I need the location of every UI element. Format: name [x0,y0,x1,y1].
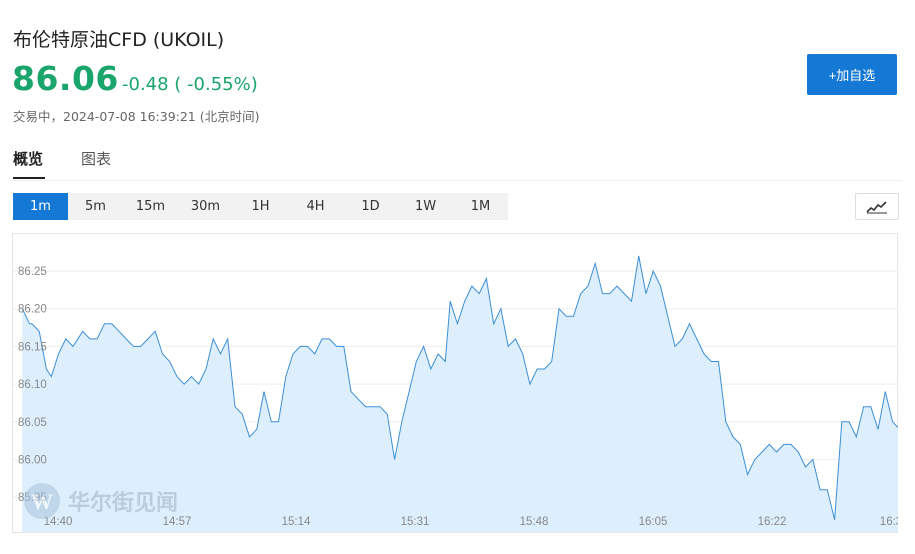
price-area [22,255,898,532]
line-chart-icon [866,200,887,213]
x-tick-label: 15:31 [401,516,430,528]
period-1mo[interactable]: 1M [470,199,491,214]
period-1m[interactable]: 1m [13,193,68,220]
period-5m[interactable]: 5m [85,199,106,214]
y-tick-label: 86.05 [18,417,47,429]
price-chart[interactable]: 86.2586.2086.1586.1086.0586.0085.9514:40… [12,233,898,533]
period-1d[interactable]: 1D [361,199,380,214]
x-tick-label: 16:3 [880,516,898,528]
x-tick-label: 15:48 [520,516,549,528]
y-tick-label: 86.20 [18,304,47,316]
tab-bar: 概览 图表 [13,148,149,179]
y-tick-label: 86.25 [18,266,47,278]
x-tick-label: 16:22 [758,516,787,528]
instrument-title: 布伦特原油CFD (UKOIL) [13,29,225,51]
active-tab-indicator [13,177,45,179]
add-watchlist-button[interactable]: +加自选 [807,54,897,95]
chart-type-button[interactable] [855,193,899,220]
period-30m[interactable]: 30m [190,199,221,214]
price-change: -0.48 ( -0.55%) [122,74,258,95]
period-1w[interactable]: 1W [414,199,437,214]
current-price: 86.06 [12,59,119,98]
period-15m[interactable]: 15m [135,199,166,214]
y-tick-label: 86.15 [18,341,47,353]
tab-divider [13,180,902,181]
period-4h[interactable]: 4H [306,199,325,214]
tab-chart[interactable]: 图表 [81,150,112,168]
period-1h[interactable]: 1H [251,199,270,214]
y-tick-label: 86.10 [18,379,47,391]
watermark-logo: W 华尔街见闻 [24,483,178,519]
x-tick-label: 14:40 [44,516,73,528]
trading-status: 交易中，2024-07-08 16:39:21 (北京时间) [13,109,260,124]
y-tick-label: 86.00 [18,455,47,467]
tab-overview[interactable]: 概览 [13,150,44,168]
period-selector: 1m 5m 15m 30m 1H 4H 1D 1W 1M [13,193,508,220]
price-line [21,255,898,520]
x-tick-label: 15:14 [282,516,311,528]
watermark-icon: W [31,489,53,514]
watermark-text: 华尔街见闻 [68,490,178,516]
x-tick-label: 14:57 [163,516,192,528]
x-tick-label: 16:05 [639,516,668,528]
